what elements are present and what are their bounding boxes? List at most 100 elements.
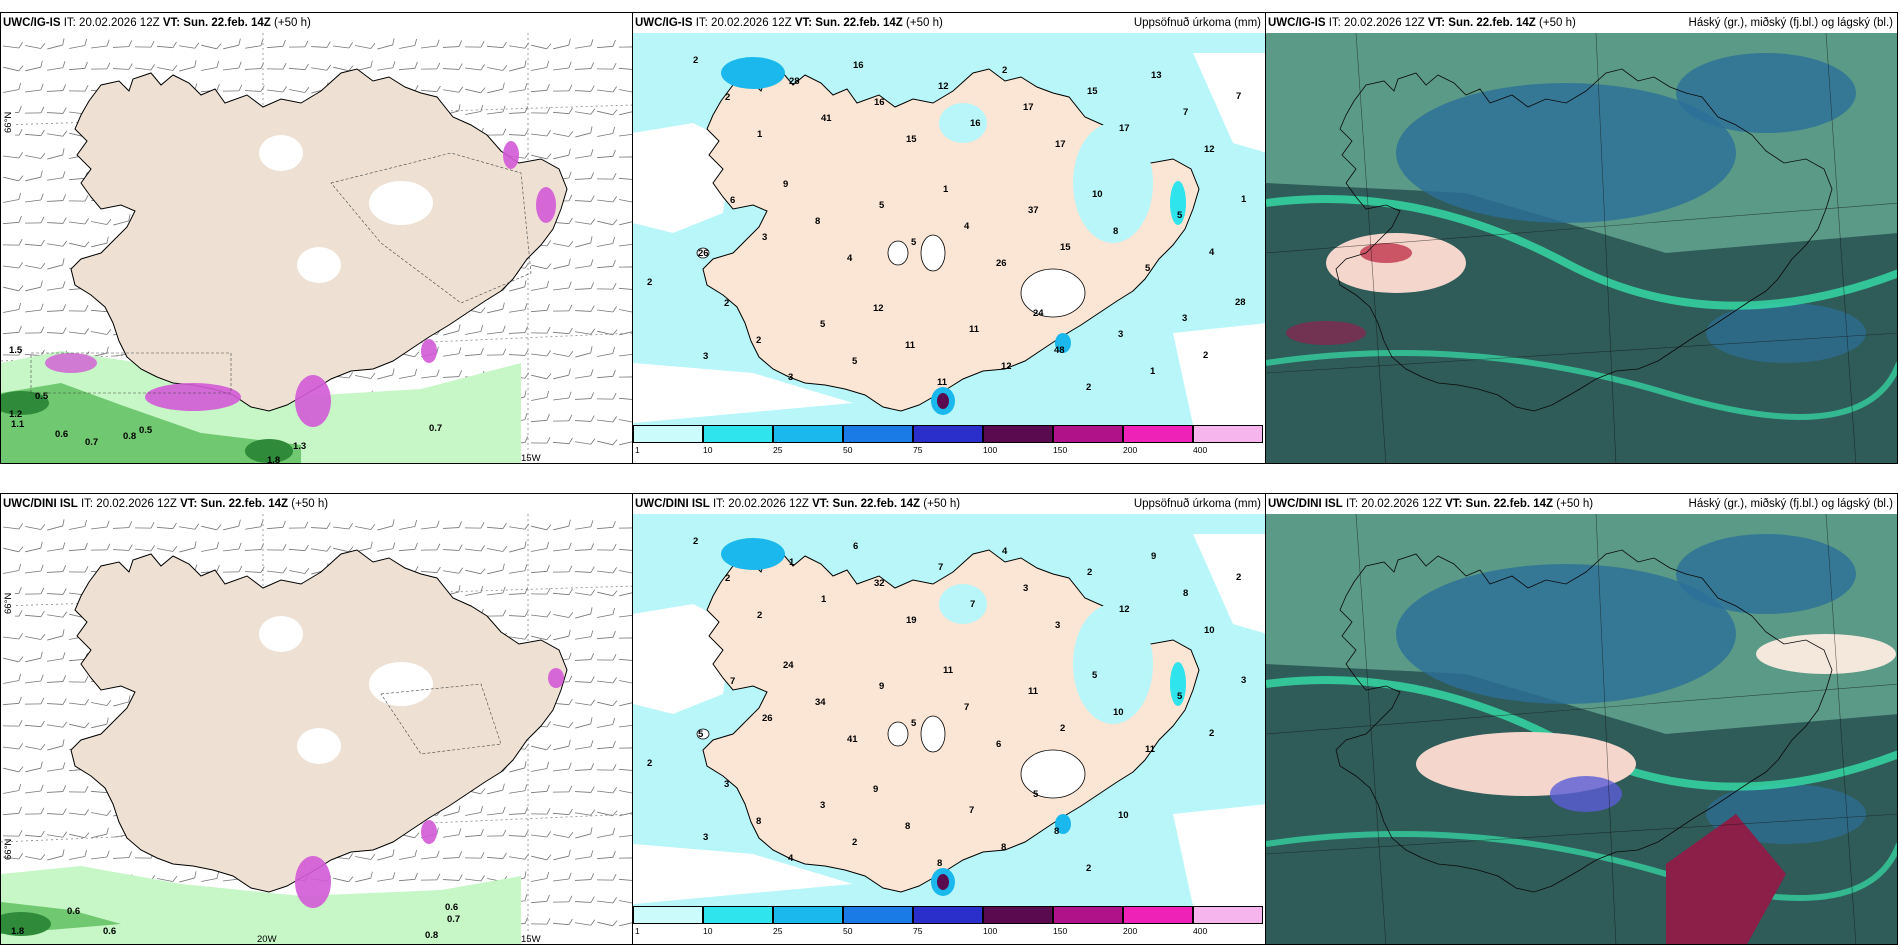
- wind-barb: [597, 700, 618, 707]
- wind-barb: [508, 326, 529, 334]
- colorbar-tick-label: 100: [983, 926, 998, 936]
- wind-barb: [24, 106, 45, 114]
- wind-barb: [420, 62, 441, 70]
- panel-title: UWC/DINI ISL IT: 20.02.2026 12Z VT: Sun.…: [1, 494, 632, 514]
- wind-barb: [509, 303, 528, 313]
- wind-barb: [531, 744, 552, 751]
- precip-value: 10: [1092, 189, 1103, 200]
- glacier-outline: [887, 721, 909, 747]
- wind-barb: [46, 217, 67, 224]
- wind-barb: [266, 544, 287, 551]
- colorbar-tick-label: 1: [635, 926, 640, 936]
- wind-barb: [552, 918, 573, 926]
- wind-barb: [619, 133, 632, 137]
- wind-barb: [24, 129, 45, 137]
- wind-barb: [68, 85, 89, 92]
- wind-barb: [596, 63, 617, 70]
- wind-barb: [443, 347, 462, 357]
- wind-barb: [442, 544, 463, 551]
- wind-barb: [530, 564, 550, 574]
- wind-barb: [69, 722, 90, 729]
- colorbar-tick-label: 25: [773, 926, 783, 936]
- wind-value: 1.1: [11, 419, 25, 430]
- precip-value: 8: [1183, 588, 1188, 599]
- wind-barb: [201, 43, 222, 50]
- wind-barb: [47, 240, 68, 247]
- wind-barb: [421, 520, 440, 530]
- wind-barb: [2, 696, 22, 706]
- wind-barb: [574, 282, 595, 290]
- wind-barb: [24, 807, 45, 815]
- wind-barb: [575, 236, 593, 248]
- wind-barb: [553, 519, 571, 531]
- wind-barb: [552, 808, 573, 816]
- wind-barb: [244, 566, 265, 573]
- wind-barb: [399, 849, 418, 860]
- wind-barb: [619, 900, 632, 904]
- wind-barb: [553, 391, 572, 401]
- wind-barb: [531, 634, 552, 641]
- wind-barb: [3, 546, 24, 553]
- precip-value: 15: [1060, 242, 1071, 253]
- wind-barb: [618, 397, 632, 401]
- wind-barb: [487, 806, 506, 816]
- precip-shade: [1055, 814, 1071, 834]
- glacier-patch: [297, 728, 341, 764]
- longitude-label: 15W: [521, 453, 541, 464]
- wind-barb: [531, 854, 552, 861]
- precip-value: 11: [943, 665, 954, 676]
- wind-barb: [398, 872, 418, 882]
- wind-barb: [597, 329, 618, 336]
- wind-barb: [596, 173, 617, 180]
- precip-value: 2: [725, 573, 730, 584]
- high-cloud-band: [1266, 831, 1897, 901]
- magenta-shade: [548, 668, 564, 688]
- overlap-shade: [1326, 233, 1466, 293]
- wind-barb: [333, 546, 354, 553]
- wind-barb: [597, 236, 616, 247]
- wind-barb: [68, 676, 89, 683]
- lat-label-bg: [1, 592, 15, 618]
- green-shade: [245, 439, 293, 463]
- wind-barb: [596, 630, 616, 640]
- precip-value: 41: [821, 113, 832, 124]
- overlap-shade: [1286, 321, 1366, 345]
- wind-barb: [420, 85, 441, 93]
- panel-top-left: UWC/IG-IS IT: 20.02.2026 12Z VT: Sun. 22…: [0, 12, 633, 464]
- wind-barb: [531, 130, 551, 137]
- wind-barb: [179, 871, 197, 883]
- wind-barb: [618, 548, 632, 552]
- panel-bottom-mid: UWC/DINI ISL IT: 20.02.2026 12Z VT: Sun.…: [632, 493, 1266, 945]
- grid-line: [1266, 813, 1897, 855]
- precip-value: 15: [1087, 86, 1098, 97]
- wind-barb: [531, 831, 551, 838]
- precip-value: 10: [1204, 625, 1215, 636]
- precip-shade: [937, 874, 949, 890]
- wind-barb: [244, 543, 265, 551]
- wind-barb: [530, 413, 550, 423]
- iceland-outline: [702, 68, 1200, 412]
- precip-value: 9: [783, 179, 788, 190]
- wind-barb: [223, 542, 242, 552]
- colorbar-tick-label: 75: [913, 926, 923, 936]
- precip-value: 3: [820, 800, 825, 811]
- wind-barb: [553, 629, 571, 641]
- precip-shade: [939, 584, 987, 624]
- wind-barb: [596, 393, 617, 400]
- precip-value: 2: [1086, 863, 1091, 874]
- wind-barb: [530, 588, 551, 595]
- wind-barb: [530, 83, 550, 93]
- wind-barb: [3, 42, 23, 49]
- wind-barb: [25, 674, 44, 684]
- wind-barb: [25, 152, 46, 159]
- wind-barb: [442, 874, 463, 881]
- colorbar-segment: [983, 906, 1053, 924]
- wind-barb: [156, 41, 177, 49]
- wind-barb: [531, 263, 552, 270]
- wind-barb: [69, 519, 88, 530]
- colorbar-segment: [633, 906, 703, 924]
- wind-barb: [618, 376, 632, 378]
- colorbar-top: 1 10 25 50 75 100 150 200 400: [633, 425, 1265, 461]
